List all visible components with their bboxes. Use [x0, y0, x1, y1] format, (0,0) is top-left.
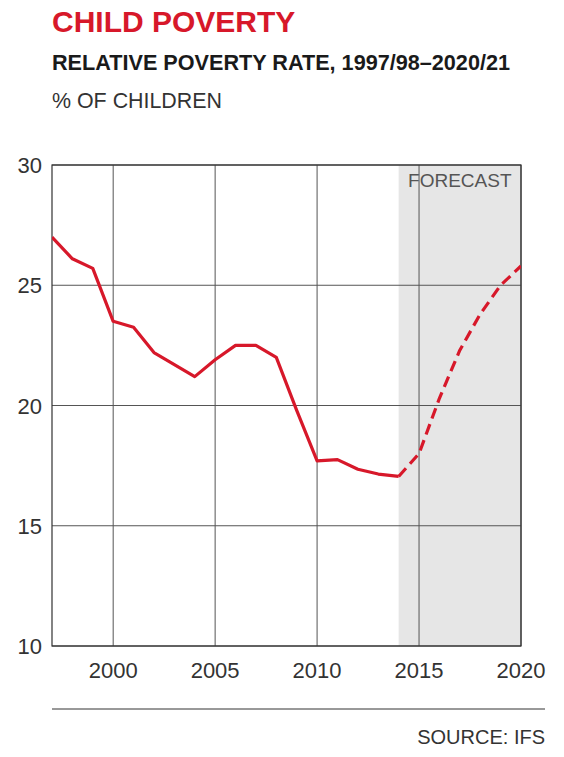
- series-line: [399, 266, 521, 476]
- chart: CHILD POVERTY RELATIVE POVERTY RATE, 1997…: [0, 0, 564, 757]
- title: CHILD POVERTY: [52, 5, 295, 38]
- y-grid-line: [52, 405, 521, 406]
- x-tick-label: 2000: [89, 658, 138, 683]
- x-tick-label: 2020: [497, 658, 546, 683]
- y-grid-line: [52, 285, 521, 286]
- x-tick-label: 2005: [191, 658, 240, 683]
- series-group: [52, 237, 521, 476]
- x-tick-label: 2015: [395, 658, 444, 683]
- y-tick-label: 30: [18, 153, 42, 178]
- subtitle: RELATIVE POVERTY RATE, 1997/98–2020/21: [52, 50, 510, 75]
- y-grid-line: [52, 525, 521, 526]
- series-line: [52, 237, 399, 476]
- x-tick-label: 2010: [293, 658, 342, 683]
- plot-frame: [52, 165, 521, 646]
- y-tick-label: 20: [18, 394, 42, 419]
- x-grid-line: [215, 165, 216, 646]
- x-grid-line: [113, 165, 114, 646]
- forecast-label: FORECAST: [408, 170, 512, 191]
- y-axis-label: % OF CHILDREN: [52, 88, 222, 113]
- x-grid-line: [317, 165, 318, 646]
- footer-rule: [52, 709, 545, 710]
- source: SOURCE: IFS: [417, 726, 545, 748]
- y-tick-label: 25: [18, 273, 42, 298]
- y-tick-label: 15: [18, 514, 42, 539]
- x-grid-line: [419, 165, 420, 646]
- y-tick-label: 10: [18, 634, 42, 659]
